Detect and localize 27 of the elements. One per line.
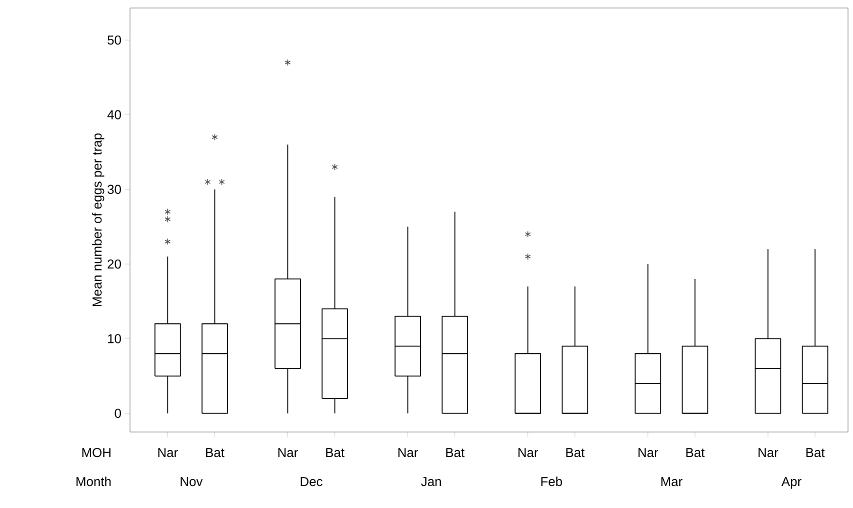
x-tick-label: Nar bbox=[158, 448, 178, 458]
x-tick-label: Nar bbox=[518, 448, 538, 458]
y-tick-label: 20 bbox=[108, 259, 121, 269]
x-tick-label: Bat bbox=[206, 448, 224, 458]
text: Apr bbox=[781, 477, 802, 489]
x-tick-label: Bat bbox=[806, 448, 825, 458]
text: Dec bbox=[300, 477, 322, 486]
text: Mar bbox=[661, 477, 682, 486]
y-axis-title: Mean number of eggs per trap bbox=[92, 133, 104, 306]
text: Nov bbox=[180, 477, 203, 486]
x-tick-label: Bat bbox=[446, 448, 464, 458]
text: Month bbox=[76, 476, 111, 486]
text: Jan bbox=[421, 477, 441, 486]
x-tick-label: Nar bbox=[758, 448, 778, 458]
y-tick-label: 50 bbox=[108, 36, 121, 45]
text: Feb bbox=[541, 476, 562, 486]
x-tick-label: Nar bbox=[638, 448, 658, 458]
x-tick-label: Bat bbox=[566, 448, 585, 458]
x-tick-label: Bat bbox=[686, 448, 705, 458]
x-tick-label: Bat bbox=[326, 448, 344, 458]
x-tick-label: Nar bbox=[278, 448, 298, 458]
y-tick-label: 10 bbox=[108, 334, 121, 344]
text: MOH bbox=[82, 448, 110, 458]
y-tick-label: 40 bbox=[107, 110, 121, 120]
x-tick-label: Nar bbox=[398, 448, 418, 458]
y-tick-label: 30 bbox=[108, 184, 121, 194]
y-tick-label: 0 bbox=[114, 408, 121, 418]
